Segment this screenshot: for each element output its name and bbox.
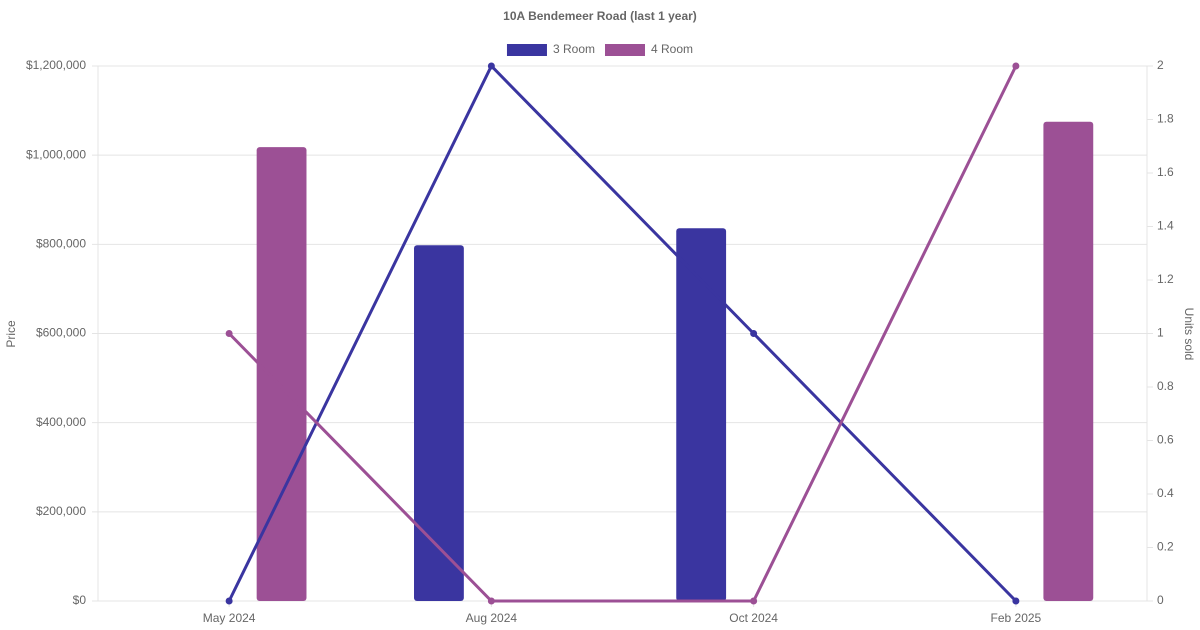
bar bbox=[1043, 121, 1094, 602]
y2-tick-label: 1.2 bbox=[1157, 272, 1174, 286]
x-tick-label: Aug 2024 bbox=[466, 611, 518, 625]
x-tick-label: Oct 2024 bbox=[729, 611, 778, 625]
point bbox=[487, 597, 495, 605]
y2-tick-label: 0.6 bbox=[1157, 433, 1174, 447]
y-tick-label: $200,000 bbox=[36, 504, 86, 518]
y-tick-label: $0 bbox=[73, 593, 87, 607]
bar bbox=[414, 245, 464, 601]
y2-tick-label: 1 bbox=[1157, 326, 1164, 340]
y-tick-label: $1,000,000 bbox=[26, 147, 86, 161]
y-tick-label: $600,000 bbox=[36, 326, 86, 340]
line bbox=[228, 65, 1018, 603]
y2-tick-label: 0 bbox=[1157, 593, 1164, 607]
chart-title: 10A Bendemeer Road (last 1 year) bbox=[503, 9, 697, 23]
y-tick-label: $400,000 bbox=[36, 415, 86, 429]
y2-tick-label: 1.4 bbox=[1157, 219, 1174, 233]
y-tick-label: $800,000 bbox=[36, 237, 86, 251]
y-axis-title: Price bbox=[4, 320, 18, 348]
point bbox=[487, 62, 495, 70]
y2-tick-label: 0.4 bbox=[1157, 486, 1174, 500]
y2-tick-label: 0.2 bbox=[1157, 540, 1174, 554]
point bbox=[750, 597, 758, 605]
point bbox=[225, 597, 233, 605]
point bbox=[1012, 597, 1020, 605]
point bbox=[750, 330, 758, 337]
x-tick-label: May 2024 bbox=[203, 611, 256, 625]
x-tick-label: Feb 2025 bbox=[991, 611, 1042, 625]
point bbox=[1012, 62, 1020, 70]
y2-tick-label: 1.8 bbox=[1157, 112, 1174, 126]
y-tick-label: $1,200,000 bbox=[26, 58, 86, 72]
legend-label: 4 Room bbox=[651, 42, 693, 56]
y2-tick-label: 0.8 bbox=[1157, 379, 1174, 393]
y2-tick-label: 2 bbox=[1157, 58, 1164, 72]
point bbox=[225, 330, 233, 337]
legend-swatch bbox=[506, 44, 547, 56]
y2-axis-title: Units sold bbox=[1182, 308, 1196, 361]
legend-label: 3 Room bbox=[553, 42, 595, 56]
line bbox=[227, 63, 1017, 603]
bar bbox=[676, 228, 727, 602]
legend-swatch bbox=[605, 44, 645, 56]
y2-tick-label: 1.6 bbox=[1157, 165, 1174, 179]
bar bbox=[256, 147, 307, 601]
